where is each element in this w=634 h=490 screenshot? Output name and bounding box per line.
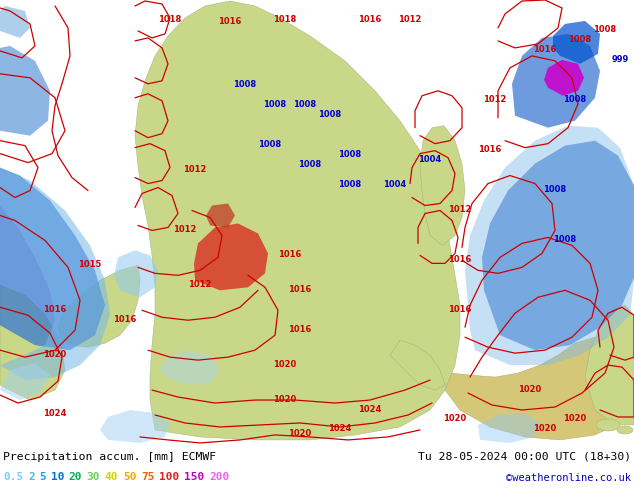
Polygon shape [0,168,105,350]
Text: 1008: 1008 [294,100,316,109]
Ellipse shape [617,426,633,434]
Text: 1016: 1016 [448,255,472,264]
Polygon shape [482,141,634,350]
Text: 5: 5 [39,472,46,482]
Text: 1008: 1008 [339,180,361,189]
Text: 75: 75 [141,472,155,482]
Polygon shape [135,1,460,440]
Polygon shape [465,126,634,365]
Text: 1012: 1012 [448,205,472,214]
Text: 1008: 1008 [318,110,342,119]
Text: 50: 50 [123,472,136,482]
Text: 1008: 1008 [299,160,321,169]
Text: ©weatheronline.co.uk: ©weatheronline.co.uk [506,473,631,483]
Ellipse shape [596,419,620,431]
Text: 1016: 1016 [448,305,472,314]
Polygon shape [160,350,220,385]
Text: 1018: 1018 [273,16,297,24]
Text: 2: 2 [28,472,35,482]
Polygon shape [0,6,30,38]
Polygon shape [585,305,634,425]
Text: 1012: 1012 [398,16,422,24]
Text: 1012: 1012 [483,95,507,104]
Text: 1012: 1012 [188,280,212,289]
Polygon shape [553,21,600,64]
Text: 1016: 1016 [288,285,312,294]
Text: Precipitation accum. [mm] ECMWF: Precipitation accum. [mm] ECMWF [3,452,216,462]
Text: 1018: 1018 [158,16,181,24]
Text: 1016: 1016 [478,145,501,154]
Text: 1020: 1020 [273,360,297,368]
Text: 1016: 1016 [43,305,67,314]
Polygon shape [0,285,65,400]
Text: 1016: 1016 [288,325,312,334]
Text: 1020: 1020 [43,350,67,359]
Text: 1008: 1008 [259,140,281,149]
Text: 1008: 1008 [264,100,287,109]
Text: 1024: 1024 [328,424,352,434]
Polygon shape [0,168,110,380]
Text: 10: 10 [51,472,64,482]
Text: 1008: 1008 [569,35,592,45]
Text: 1020: 1020 [564,415,586,423]
Text: 1004: 1004 [418,155,442,164]
Polygon shape [445,337,634,440]
Text: 30: 30 [87,472,100,482]
Text: 200: 200 [209,472,229,482]
Text: 150: 150 [184,472,204,482]
Text: 1012: 1012 [183,165,207,174]
Text: 40: 40 [105,472,119,482]
Text: 1012: 1012 [173,225,197,234]
Polygon shape [114,250,158,297]
Polygon shape [390,340,445,390]
Polygon shape [58,266,140,347]
Text: 1008: 1008 [593,25,616,34]
Text: 1008: 1008 [339,150,361,159]
Text: 1016: 1016 [278,250,302,259]
Polygon shape [0,363,50,400]
Polygon shape [206,203,235,227]
Polygon shape [100,410,170,443]
Text: 1008: 1008 [553,235,576,244]
Text: 1008: 1008 [543,185,567,194]
Text: 1020: 1020 [519,385,541,393]
Text: 1020: 1020 [273,394,297,404]
Text: 1020: 1020 [288,429,312,439]
Text: 100: 100 [159,472,179,482]
Text: 1004: 1004 [384,180,406,189]
Text: Tu 28-05-2024 00:00 UTC (18+30): Tu 28-05-2024 00:00 UTC (18+30) [418,452,631,462]
Text: 1015: 1015 [79,260,101,269]
Text: 1008: 1008 [233,80,257,89]
Text: 1020: 1020 [533,424,557,434]
Text: 0.5: 0.5 [3,472,23,482]
Polygon shape [512,34,600,128]
Text: 1008: 1008 [564,95,586,104]
Text: 20: 20 [68,472,82,482]
Text: 1016: 1016 [218,18,242,26]
Text: 1024: 1024 [358,405,382,414]
Polygon shape [0,46,50,136]
Polygon shape [194,223,268,290]
Text: 1016: 1016 [113,315,137,324]
Text: 999: 999 [611,55,629,64]
Text: 1016: 1016 [358,16,382,24]
Text: 1024: 1024 [43,410,67,418]
Polygon shape [420,126,465,245]
Polygon shape [478,413,540,443]
Text: 1020: 1020 [443,415,467,423]
Text: 1016: 1016 [533,46,557,54]
Polygon shape [544,60,584,96]
